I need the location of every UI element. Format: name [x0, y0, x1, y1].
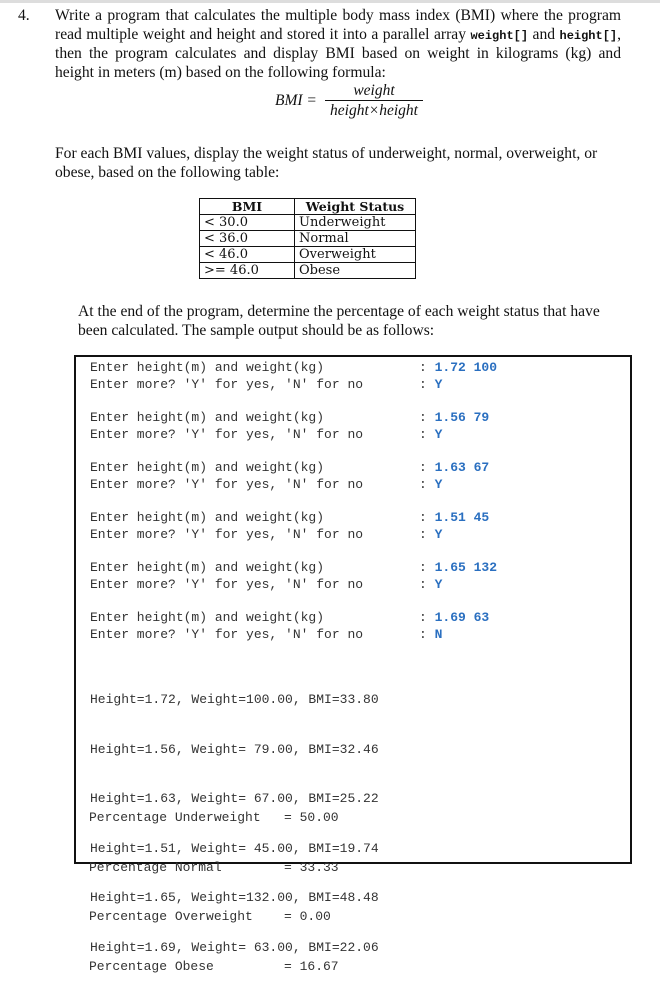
code-weight: weight[] — [470, 28, 529, 43]
result-line: Height=1.72, Weight=100.00, BMI=33.80 — [90, 692, 379, 707]
input-value: 1.56 79 — [434, 410, 490, 425]
bmi-cell: < 46.0 — [199, 246, 295, 263]
table-row: < 36.0 Normal — [199, 230, 416, 247]
percentage-line: Percentage Underweight = 50.00 — [89, 810, 339, 827]
table-intro: For each BMI values, display the weight … — [55, 145, 598, 181]
table-row: >= 46.0 Obese — [199, 262, 416, 279]
prompt-height-weight: Enter height(m) and weight(kg) — [90, 560, 325, 575]
header-bmi: BMI — [199, 198, 295, 215]
prompt-enter-more: Enter more? 'Y' for yes, 'N' for no — [90, 626, 364, 642]
user-answers: : 1.51 45: Y — [419, 510, 489, 543]
bmi-cell: >= 46.0 — [199, 262, 295, 279]
percentage-line: Percentage Normal = 33.33 — [89, 860, 339, 877]
percentage-label: Percentage Overweight — [89, 909, 253, 924]
prompt-pair: Enter height(m) and weight(kg) Enter more… — [90, 610, 363, 643]
formula-lhs: BMI = — [275, 92, 317, 109]
answer-line: : 1.72 100 — [419, 360, 498, 375]
status-cell: Overweight — [294, 246, 416, 263]
answer-line: : 1.65 132 — [419, 560, 498, 575]
top-border — [0, 0, 660, 3]
prompt-pair: Enter height(m) and weight(kg) Enter more… — [90, 510, 363, 543]
more-value: Y — [434, 526, 443, 542]
user-answers: : 1.69 63: N — [419, 610, 489, 643]
percentage-value: = 33.33 — [284, 859, 339, 875]
user-answers: : 1.56 79: Y — [419, 410, 489, 443]
more-value: Y — [434, 576, 443, 592]
answer-line: : 1.56 79 — [419, 410, 490, 425]
prompt-enter-more: Enter more? 'Y' for yes, 'N' for no — [90, 576, 364, 592]
result-line: Height=1.51, Weight= 45.00, BMI=19.74 — [90, 840, 379, 856]
prompt-height-weight: Enter height(m) and weight(kg) — [90, 410, 325, 425]
formula-fraction: weight height×height — [325, 82, 423, 120]
status-cell: Underweight — [294, 214, 416, 231]
input-value: 1.69 63 — [434, 610, 490, 625]
input-value: 1.63 67 — [434, 460, 490, 475]
percentage-list: Percentage Underweight = 50.00 Percentage… — [89, 777, 339, 1008]
prompt-enter-more: Enter more? 'Y' for yes, 'N' for no — [90, 376, 364, 392]
percentage-label: Percentage Obese — [89, 958, 214, 974]
percentage-line: Percentage Overweight = 0.00 — [89, 909, 339, 926]
prompt-height-weight: Enter height(m) and weight(kg) — [90, 510, 325, 525]
table-row: < 30.0 Underweight — [199, 214, 416, 231]
output-intro: At the end of the program, determine the… — [78, 303, 600, 339]
bmi-status-table: BMI Weight Status < 30.0 Underweight < 36… — [199, 198, 416, 279]
input-value: 1.72 100 — [434, 360, 498, 375]
prompt-pair: Enter height(m) and weight(kg) Enter more… — [90, 410, 363, 443]
answer-line: : Y — [419, 576, 443, 592]
status-cell: Normal — [294, 230, 416, 247]
table-row: < 46.0 Overweight — [199, 246, 416, 263]
header-weight-status: Weight Status — [294, 198, 416, 215]
percentage-label: Percentage Normal — [89, 859, 222, 875]
formula-denominator: height×height — [330, 102, 418, 119]
answer-line: : 1.51 45 — [419, 510, 490, 525]
user-answers: : 1.72 100: Y — [419, 360, 497, 393]
prompt-enter-more: Enter more? 'Y' for yes, 'N' for no — [90, 526, 364, 542]
more-value: N — [434, 626, 443, 642]
input-value: 1.51 45 — [434, 510, 490, 525]
answer-line: : Y — [419, 526, 443, 542]
bmi-cell: < 36.0 — [199, 230, 295, 247]
prompt-enter-more: Enter more? 'Y' for yes, 'N' for no — [90, 476, 364, 492]
more-value: Y — [434, 376, 443, 392]
prompt-enter-more: Enter more? 'Y' for yes, 'N' for no — [90, 426, 364, 442]
result-line: Height=1.56, Weight= 79.00, BMI=32.46 — [90, 741, 379, 757]
prompt-height-weight: Enter height(m) and weight(kg) — [90, 460, 325, 475]
bmi-cell: < 30.0 — [199, 214, 295, 231]
prompt-pair: Enter height(m) and weight(kg) Enter more… — [90, 460, 363, 493]
percentage-line: Percentage Obese = 16.67 — [89, 959, 339, 976]
more-value: Y — [434, 476, 443, 492]
percentage-value: = 0.00 — [284, 909, 331, 924]
code-height: height[] — [559, 28, 618, 43]
result-line: Height=1.63, Weight= 67.00, BMI=25.22 — [90, 791, 379, 806]
percentage-value: = 50.00 — [284, 810, 339, 825]
answer-line: : N — [419, 626, 443, 642]
prompt-height-weight: Enter height(m) and weight(kg) — [90, 610, 325, 625]
question-intro: Write a program that calculates the mult… — [55, 7, 621, 82]
answer-line: : Y — [419, 476, 443, 492]
formula-numerator: weight — [325, 82, 423, 101]
status-cell: Obese — [294, 262, 416, 279]
percentage-label: Percentage Underweight — [89, 810, 261, 825]
input-value: 1.65 132 — [434, 560, 498, 575]
user-answers: : 1.65 132: Y — [419, 560, 497, 593]
answer-line: : Y — [419, 376, 443, 392]
prompt-pair: Enter height(m) and weight(kg) Enter more… — [90, 360, 363, 393]
intro-text: and — [528, 25, 560, 43]
table-header-row: BMI Weight Status — [199, 198, 416, 215]
more-value: Y — [434, 426, 443, 442]
prompt-height-weight: Enter height(m) and weight(kg) — [90, 360, 325, 375]
answer-line: : 1.69 63 — [419, 610, 490, 625]
sample-output-box: Height=1.72, Weight=100.00, BMI=33.80 He… — [74, 355, 632, 974]
prompt-pair: Enter height(m) and weight(kg) Enter more… — [90, 560, 363, 593]
percentage-value: = 16.67 — [284, 958, 339, 974]
user-answers: : 1.63 67: Y — [419, 460, 489, 493]
question-number: 4. — [18, 7, 30, 24]
intro-text: , then the program calculates and displa… — [55, 25, 622, 81]
answer-line: : 1.63 67 — [419, 460, 490, 475]
intro-text: Write a program that calculates the mult… — [55, 7, 621, 43]
answer-line: : Y — [419, 426, 443, 442]
